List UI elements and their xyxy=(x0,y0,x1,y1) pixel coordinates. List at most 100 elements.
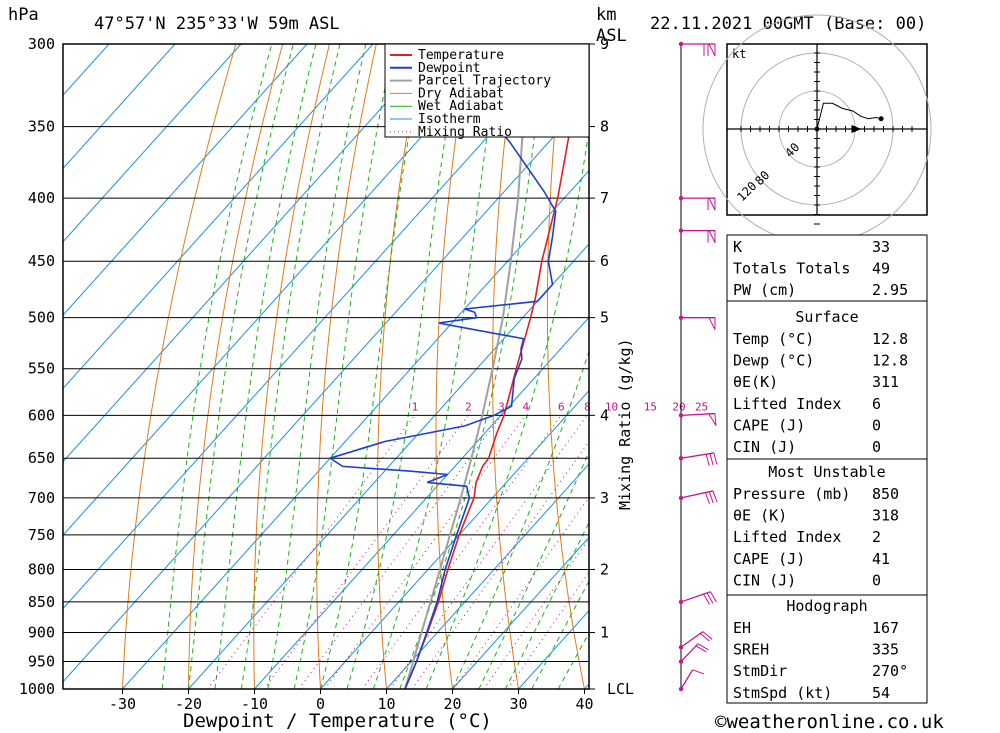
wet-adiabat-line xyxy=(452,349,589,689)
pressure-tick-label: 400 xyxy=(28,189,55,207)
hodograph-index-value: 335 xyxy=(872,641,899,659)
wind-barb xyxy=(678,412,717,426)
surface-index-label: CIN (J) xyxy=(733,438,796,456)
isotherm-line xyxy=(452,536,589,689)
mixing-ratio-label: 8 xyxy=(584,400,591,413)
isotherm-line xyxy=(63,44,308,316)
most-unstable-index-value: 318 xyxy=(872,507,899,525)
legend-item: Isotherm xyxy=(418,112,481,127)
mixing-ratio-label: 20 xyxy=(672,400,685,413)
km-tick-label: 3 xyxy=(600,489,609,507)
temperature-tick-label: 30 xyxy=(509,695,527,713)
pressure-tick-label: 850 xyxy=(28,593,55,611)
surface-index-label: Temp (°C) xyxy=(733,330,814,348)
pressure-tick-label: 750 xyxy=(28,526,55,544)
mixing-ratio-line xyxy=(361,415,562,689)
km-tick-label: 7 xyxy=(600,189,609,207)
pressure-unit-label: hPa xyxy=(8,5,39,25)
most-unstable-index-label: Lifted Index xyxy=(733,528,841,546)
temperature-tick-label: 20 xyxy=(443,695,461,713)
legend-item: Temperature xyxy=(418,48,504,63)
wind-barb xyxy=(678,315,716,330)
wet-adiabat-line xyxy=(425,126,589,689)
mixing-ratio-line xyxy=(483,537,589,689)
datetime-title: 22.11.2021 00GMT (Base: 00) xyxy=(650,14,926,34)
pressure-tick-label: 500 xyxy=(28,309,55,327)
pressure-tick-label: 800 xyxy=(28,560,55,578)
most-unstable-index-label: CIN (J) xyxy=(733,571,796,589)
surface-index-label: Lifted Index xyxy=(733,395,841,413)
most-unstable-index-value: 2 xyxy=(872,528,881,546)
most-unstable-index-value: 850 xyxy=(872,485,899,503)
general-index-label: PW (cm) xyxy=(733,281,796,299)
km-asl-label: ASL xyxy=(596,26,627,46)
hodograph-indices-title: Hodograph xyxy=(786,597,867,615)
pressure-tick-label: 600 xyxy=(28,406,55,424)
hodograph-index-value: 270° xyxy=(872,662,908,680)
pressure-tick-label: 900 xyxy=(28,624,55,642)
most-unstable-index-label: θE (K) xyxy=(733,507,787,525)
temperature-tick-label: -30 xyxy=(109,695,136,713)
km-tick-label: 4 xyxy=(600,406,609,424)
sounding-series xyxy=(328,44,589,689)
hodograph-index-label: StmSpd (kt) xyxy=(733,684,832,702)
km-tick-label: 2 xyxy=(600,560,609,578)
wet-adiabat-line xyxy=(214,44,317,689)
pressure-tick-label: 300 xyxy=(28,35,55,53)
most-unstable-title: Most Unstable xyxy=(768,463,885,481)
wet-adiabat-line xyxy=(161,44,273,689)
mixing-ratio-label: 3 xyxy=(498,400,505,413)
wet-adiabat-line xyxy=(293,44,395,689)
pressure-tick-label: 650 xyxy=(28,449,55,467)
isotherm-line xyxy=(188,243,589,689)
isotherm-line xyxy=(63,44,176,170)
km-tick-label: 1 xyxy=(600,624,609,642)
isotherm-line xyxy=(63,44,374,390)
km-unit-label: km xyxy=(596,5,616,25)
mixing-ratio-label: 10 xyxy=(605,400,618,413)
dry-adiabat-line xyxy=(546,44,585,689)
isotherm-line xyxy=(386,463,589,689)
legend-item: Parcel Trajectory xyxy=(418,74,551,89)
dry-adiabat-line xyxy=(122,44,237,689)
hodograph-start xyxy=(814,126,820,132)
surface-index-value: 6 xyxy=(872,395,881,413)
isotherm-line xyxy=(63,96,589,683)
wet-adiabat-line xyxy=(240,44,341,689)
dry-adiabat-line xyxy=(938,44,1000,689)
copyright[interactable]: ©weatheronline.co.uk xyxy=(715,711,944,733)
dry-adiabat-line xyxy=(985,44,1000,689)
pressure-tick-label: 700 xyxy=(28,489,55,507)
mixing-ratio-label: 15 xyxy=(644,400,657,413)
wind-barb xyxy=(678,631,713,650)
temperature-tick-label: -10 xyxy=(241,695,268,713)
surface-title: Surface xyxy=(795,308,858,326)
hodograph-index-label: EH xyxy=(733,619,751,637)
temperature-tick-label: 10 xyxy=(377,695,395,713)
km-tick-label: 8 xyxy=(600,118,609,136)
hodograph-trace xyxy=(816,102,882,130)
temperature-tick-label: 40 xyxy=(575,695,593,713)
storm-motion-marker xyxy=(851,125,862,133)
surface-index-value: 0 xyxy=(872,438,881,456)
dewpoint-line xyxy=(328,44,557,689)
surface-index-label: θE(K) xyxy=(733,373,778,391)
x-axis-title: Dewpoint / Temperature (°C) xyxy=(183,710,492,732)
surface-index-label: CAPE (J) xyxy=(733,416,805,434)
wind-barb xyxy=(678,490,718,505)
wind-barbs xyxy=(678,41,718,692)
surface-index-value: 311 xyxy=(872,373,899,391)
mixing-ratio-label: 4 xyxy=(522,400,529,413)
wet-adiabat-line xyxy=(504,521,589,689)
temperature-axis: -30 -20 -10 0 10 20 30 40 xyxy=(109,689,594,713)
mixing-ratio-lines xyxy=(207,415,589,689)
most-unstable-index-label: CAPE (J) xyxy=(733,550,805,568)
parcel-trajectory-line xyxy=(404,44,533,689)
hodograph-end xyxy=(878,116,884,122)
wind-barb xyxy=(678,643,709,664)
wind-barb xyxy=(678,591,717,605)
wet-adiabat-line xyxy=(188,44,294,689)
